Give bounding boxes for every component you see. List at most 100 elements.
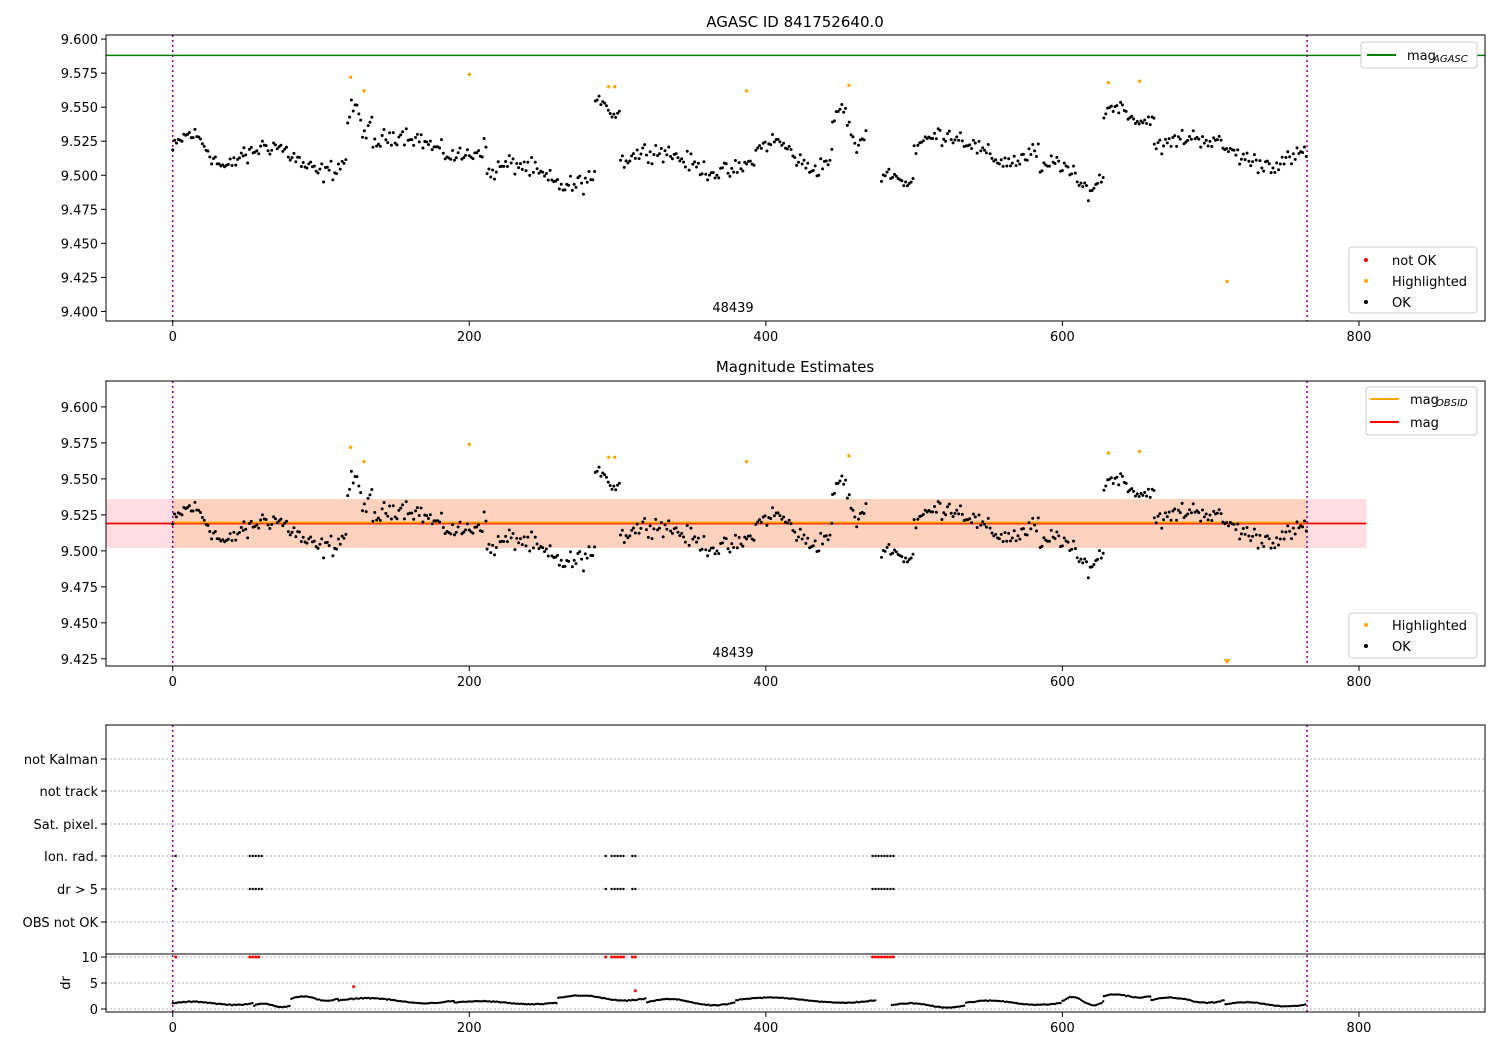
ok-point [492,177,496,181]
dr-point [1183,997,1186,1001]
ok-point [1066,165,1070,169]
dr-point [389,998,392,1002]
ok-point [1034,529,1038,533]
ok-point [737,161,741,165]
dr-point [284,1005,287,1009]
ok-point [522,160,526,164]
ok-point [1173,507,1177,511]
ok-point [909,556,913,560]
ok-point [443,157,447,161]
ok-point [606,480,610,484]
ok-point [485,172,489,176]
ok-point [1251,160,1255,164]
ok-point [616,111,620,115]
ok-point [246,536,250,540]
dr-point [443,1000,446,1004]
ok-point [628,159,632,163]
ok-point [244,527,248,531]
dr-point [584,994,588,997]
ok-point [1271,166,1275,170]
ok-point [371,145,375,149]
ok-point [663,149,667,153]
dr-point [720,1003,723,1006]
ok-point [1084,560,1088,564]
dr-point [571,994,575,997]
ok-point [608,111,612,115]
flag-point [886,887,889,891]
ok-point [1152,142,1156,146]
ok-point [1053,536,1057,540]
dr-point [595,995,599,999]
dr-point [303,995,306,998]
ok-point [1077,183,1081,187]
dr-point [1172,996,1175,1000]
dr-point [1128,995,1132,998]
ok-point [633,156,637,160]
dr-point [527,1002,530,1006]
ok-point [661,535,665,539]
ok-point [299,540,303,544]
ok-point [1254,158,1258,162]
dr-point [217,1002,221,1005]
ok-point [544,547,548,551]
dr-point [684,999,688,1003]
dr-point [269,1003,273,1007]
ok-point [836,481,840,485]
ok-point [832,119,836,123]
ok-point [696,536,700,540]
ok-point [1018,162,1022,166]
dr-point [1100,1001,1103,1005]
dr-point [668,998,671,1001]
ok-point [467,528,471,532]
ok-point [597,94,601,98]
ok-point [288,158,292,162]
ok-point [1260,541,1264,545]
ok-point [951,515,955,519]
dr-point [314,997,317,1000]
ok-point [587,169,591,173]
ok-point [1160,526,1164,530]
ok-point [656,528,660,532]
ok-point [756,520,760,524]
x-tick-label: 400 [753,1021,778,1036]
ok-point [451,523,455,527]
dr-point [1153,997,1157,1001]
dr-point [439,1001,442,1004]
dr-point [361,997,365,1000]
flag-point [889,887,892,891]
ok-point [1102,116,1106,120]
ok-point [953,138,957,142]
ok-point [652,527,656,531]
ok-point [1086,199,1090,203]
dr-point [227,1003,230,1006]
ok-point [1156,141,1160,145]
ok-point [197,508,201,512]
ok-point [1133,494,1137,498]
dr-point [316,998,319,1001]
panel1-axes: 0 200 400 600 8009.4009.4259.4509.4759.5009.… [61,33,1486,345]
ok-point [940,144,944,148]
ok-point [270,148,274,152]
ok-point [1262,169,1266,173]
ok-point [1070,172,1074,176]
ok-point [572,558,576,562]
ok-point [620,154,624,158]
ok-point [320,537,324,541]
dr-point [962,1004,966,1007]
ok-point [1282,537,1286,541]
dr-point [288,1004,291,1008]
ok-point [758,518,762,522]
ok-point [1029,527,1033,531]
ok-point [1291,526,1295,530]
ok-point [335,172,339,176]
ok-point [633,531,637,535]
ok-point [485,547,489,551]
ok-point [1219,512,1223,516]
ok-point [1219,138,1223,142]
ok-point [772,140,776,144]
ok-point [402,517,406,521]
ok-point [391,131,395,135]
dr-point [413,1001,416,1005]
dr-point [437,1001,441,1004]
ok-point [1010,536,1014,540]
